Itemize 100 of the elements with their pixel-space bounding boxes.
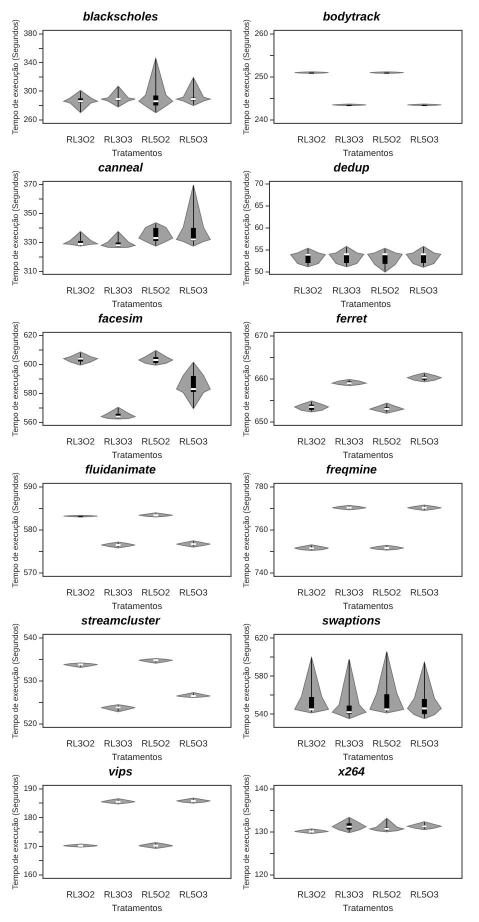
x-tick-label: RL5O2	[372, 587, 402, 598]
y-tick-label: 190	[24, 784, 38, 794]
chart-title: fluidanimate	[85, 462, 156, 477]
y-tick-label: 590	[24, 482, 38, 492]
y-tick-label: 370	[24, 180, 38, 189]
x-tick-label: RL5O3	[179, 738, 208, 748]
y-tick-label: 580	[254, 671, 268, 680]
chart-title: dedup	[334, 160, 370, 175]
y-tick-label: 130	[254, 827, 268, 836]
chart-title: streamcluster	[81, 614, 162, 628]
x-tick-label: RL3O3	[332, 285, 361, 296]
y-axis-title: Tempo de execução (Segundos)	[242, 170, 252, 286]
x-axis-title: Tratamentos	[112, 903, 163, 914]
y-axis-title: Tempo de execução (Segundos)	[11, 320, 20, 436]
y-tick-label: 650	[254, 417, 268, 426]
y-tick-label: 65	[254, 201, 264, 210]
y-tick-label: 310	[24, 266, 38, 276]
x-tick-label: RL5O3	[409, 285, 438, 296]
y-tick-label: 540	[24, 633, 38, 642]
y-tick-label: 780	[254, 482, 268, 492]
x-axis-title: Tratamentos	[342, 752, 394, 762]
x-tick-label: RL5O3	[410, 889, 439, 900]
chart-title: blackscholes	[82, 10, 159, 24]
y-tick-label: 60	[254, 223, 264, 232]
y-tick-label: 670	[254, 331, 268, 340]
x-axis-title: Tratamentos	[342, 148, 394, 158]
y-tick-label: 660	[254, 374, 268, 384]
y-tick-label: 760	[254, 525, 268, 534]
y-axis-title: Tempo de execução (Segundos)	[11, 18, 20, 134]
y-axis-title: Tempo de execução (Segundos)	[242, 320, 252, 436]
x-tick-label: RL3O2	[297, 587, 326, 598]
x-tick-label: RL5O2	[372, 436, 402, 446]
y-tick-label: 580	[24, 388, 38, 398]
x-tick-label: RL3O2	[294, 285, 322, 296]
chart-title: x264	[337, 764, 366, 779]
y-tick-label: 240	[254, 115, 268, 124]
x-tick-label: RL3O2	[297, 436, 326, 446]
chart-title: bodytrack	[322, 10, 382, 24]
x-tick-label: RL5O2	[142, 285, 170, 296]
x-tick-label: RL3O3	[334, 889, 364, 900]
y-tick-label: 300	[24, 86, 38, 96]
y-axis-title: Tempo de execução (Segundos)	[242, 774, 252, 890]
y-tick-label: 260	[254, 29, 268, 38]
x-tick-label: RL3O3	[104, 587, 132, 598]
x-tick-label: RL5O2	[142, 436, 170, 446]
x-tick-label: RL3O2	[297, 738, 326, 748]
chart-title: facesim	[98, 312, 144, 326]
x-axis-title: Tratamentos	[340, 299, 392, 310]
y-tick-label: 560	[24, 418, 38, 427]
y-tick-label: 55	[254, 245, 264, 254]
x-tick-label: RL3O2	[297, 889, 326, 900]
x-axis-title: Tratamentos	[112, 601, 163, 612]
x-axis-title: Tratamentos	[112, 299, 163, 310]
y-tick-label: 260	[24, 115, 38, 124]
x-tick-label: RL3O3	[104, 285, 132, 296]
x-tick-label: RL3O2	[66, 889, 95, 900]
x-tick-label: RL5O2	[142, 889, 170, 900]
chart-title: ferret	[336, 312, 368, 326]
x-tick-label: RL5O2	[372, 134, 402, 144]
y-tick-label: 380	[24, 29, 38, 38]
x-tick-label: RL3O2	[66, 587, 95, 598]
y-tick-label: 250	[254, 72, 268, 82]
x-tick-label: RL5O3	[410, 587, 439, 598]
y-tick-label: 180	[24, 812, 38, 822]
x-tick-label: RL5O2	[142, 134, 170, 144]
x-tick-label: RL3O2	[297, 134, 326, 144]
y-tick-label: 520	[24, 719, 38, 728]
y-tick-label: 170	[24, 841, 38, 850]
x-tick-label: RL3O2	[66, 436, 95, 446]
x-tick-label: RL5O3	[410, 134, 439, 144]
x-tick-label: RL3O3	[104, 134, 132, 144]
x-tick-label: RL5O2	[142, 587, 170, 598]
x-tick-label: RL3O2	[66, 738, 95, 748]
x-axis-title: Tratamentos	[112, 148, 163, 158]
y-tick-label: 350	[24, 208, 38, 218]
x-tick-label: RL3O3	[104, 436, 132, 446]
y-tick-label: 330	[24, 238, 38, 247]
y-axis-title: Tempo de execução (Segundos)	[11, 622, 20, 738]
x-tick-label: RL5O2	[142, 738, 170, 748]
y-tick-label: 120	[254, 870, 268, 880]
y-tick-label: 600	[24, 360, 38, 369]
y-tick-label: 140	[254, 784, 268, 794]
x-tick-label: RL5O3	[179, 436, 208, 446]
x-tick-label: RL3O2	[66, 134, 95, 144]
x-tick-label: RL5O3	[410, 738, 439, 748]
x-tick-label: RL3O3	[334, 436, 364, 446]
x-axis-title: Tratamentos	[342, 601, 394, 612]
y-tick-label: 620	[24, 330, 38, 340]
chart-title: canneal	[98, 160, 144, 175]
y-tick-label: 580	[24, 525, 38, 534]
chart-title: vips	[108, 764, 133, 779]
x-axis-title: Tratamentos	[112, 450, 163, 460]
y-axis-title: Tempo de execução (Segundos)	[11, 774, 20, 890]
y-tick-label: 340	[24, 58, 38, 67]
y-tick-label: 570	[24, 568, 38, 578]
y-tick-label: 620	[254, 633, 268, 642]
x-tick-label: RL5O3	[410, 436, 439, 446]
x-tick-label: RL5O3	[179, 587, 208, 598]
y-axis-title: Tempo de execução (Segundos)	[242, 18, 252, 134]
x-tick-label: RL3O2	[66, 285, 95, 296]
